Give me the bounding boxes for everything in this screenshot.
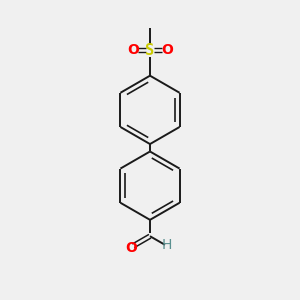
Text: H: H [161,238,172,252]
Text: S: S [146,43,154,58]
Text: O: O [127,44,139,57]
Text: O: O [125,241,137,255]
Text: O: O [161,44,173,57]
